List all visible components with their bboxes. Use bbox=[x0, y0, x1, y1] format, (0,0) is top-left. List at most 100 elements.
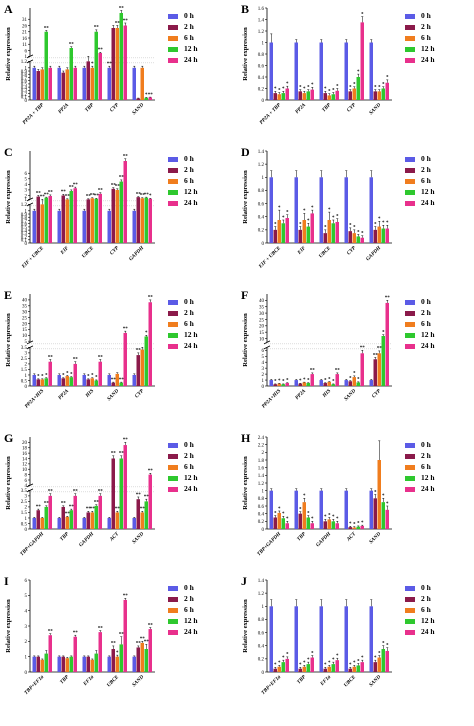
y-tick-label: 0.6 bbox=[258, 631, 265, 636]
significance-mark: * bbox=[324, 379, 327, 384]
bar bbox=[319, 42, 323, 100]
y-tick-label: 4 bbox=[25, 183, 28, 188]
significance-mark: ** bbox=[94, 26, 100, 31]
legend-swatch bbox=[168, 454, 178, 459]
x-tick-label: GAPDH bbox=[365, 244, 383, 262]
legend-label: 2 h bbox=[421, 22, 432, 31]
bar bbox=[310, 213, 314, 243]
bar bbox=[57, 374, 61, 386]
bar bbox=[36, 379, 40, 386]
legend-swatch bbox=[168, 586, 178, 591]
bar bbox=[381, 228, 385, 243]
y-tick-label: 0.4 bbox=[258, 645, 265, 650]
significance-mark: * bbox=[307, 379, 310, 384]
bar bbox=[69, 656, 73, 672]
significance-mark: * bbox=[386, 502, 389, 507]
bar bbox=[377, 353, 381, 386]
bar bbox=[369, 177, 373, 243]
bar bbox=[98, 361, 102, 386]
significance-mark: * bbox=[45, 374, 48, 379]
bar bbox=[90, 512, 94, 529]
bar bbox=[269, 606, 273, 672]
x-tick-label: PP2A + TBP bbox=[22, 102, 46, 126]
bar bbox=[82, 517, 86, 529]
bar bbox=[385, 650, 389, 672]
y-tick-label: 35 bbox=[259, 306, 265, 311]
significance-mark: * bbox=[382, 221, 385, 226]
significance-mark: * bbox=[374, 222, 377, 227]
bar bbox=[73, 363, 77, 386]
y-tick-label: 1 bbox=[262, 489, 265, 494]
bar bbox=[285, 383, 289, 386]
significance-mark: * bbox=[307, 511, 310, 516]
bar bbox=[98, 52, 102, 100]
bar bbox=[331, 94, 335, 100]
legend-label: 6 h bbox=[184, 462, 195, 471]
legend-label: 0 h bbox=[421, 440, 432, 449]
legend-label: 2 h bbox=[184, 22, 195, 31]
legend-swatch bbox=[168, 179, 178, 184]
bar bbox=[298, 91, 302, 100]
y-tick-label: 0.8 bbox=[258, 618, 265, 623]
y-tick-label: 1.2 bbox=[258, 30, 265, 35]
bar bbox=[294, 380, 298, 386]
y-tick-label: 0.8 bbox=[21, 73, 28, 78]
bar bbox=[302, 220, 306, 243]
panel-i: I Relative expression 0 1 2 3 4 5 6 ** TBP+EF1a ** T… bbox=[4, 574, 198, 696]
legend-label: 0 h bbox=[184, 583, 195, 592]
bar bbox=[148, 629, 152, 672]
legend-label: 6 h bbox=[184, 605, 195, 614]
bar bbox=[385, 228, 389, 243]
legend-label: 0 h bbox=[421, 154, 432, 163]
bar bbox=[319, 177, 323, 243]
significance-mark: * bbox=[353, 372, 356, 377]
y-tick-label: 6 bbox=[25, 479, 28, 484]
bar bbox=[69, 191, 73, 243]
bar bbox=[111, 27, 115, 101]
x-tick-label: CYP bbox=[346, 102, 358, 114]
significance-mark: * bbox=[299, 508, 302, 513]
y-tick-label: 5 bbox=[25, 178, 28, 183]
significance-mark: * bbox=[336, 517, 339, 522]
significance-mark: ** bbox=[98, 489, 104, 494]
legend-label: 12 h bbox=[421, 616, 435, 625]
y-axis-label: Relative expression bbox=[242, 313, 249, 367]
bar bbox=[44, 31, 48, 100]
x-tick-label: UBCE bbox=[343, 674, 358, 689]
bar bbox=[107, 210, 111, 243]
bar bbox=[277, 512, 281, 529]
significance-mark: * bbox=[357, 522, 360, 527]
significance-mark: ** bbox=[335, 369, 341, 374]
significance-mark: * bbox=[336, 214, 339, 219]
y-tick-label: 0 bbox=[25, 242, 28, 247]
panel-letter: H bbox=[241, 431, 251, 445]
significance-mark: * bbox=[382, 83, 385, 88]
bar bbox=[61, 656, 65, 672]
bar bbox=[61, 72, 65, 100]
x-tick-label: GAPDH bbox=[128, 244, 146, 262]
significance-mark: ** bbox=[148, 623, 154, 628]
y-axis-label: Relative expression bbox=[5, 27, 12, 81]
legend-swatch bbox=[168, 58, 178, 63]
bar bbox=[98, 193, 102, 243]
legend-swatch bbox=[168, 157, 178, 162]
y-tick-label: 0 bbox=[262, 528, 265, 533]
x-tick-label: PP2A + TBP bbox=[259, 102, 283, 126]
y-tick-label: 1.6 bbox=[258, 466, 265, 471]
bar bbox=[323, 521, 327, 529]
legend-swatch bbox=[168, 36, 178, 41]
bar bbox=[32, 656, 36, 672]
x-tick-label: SAND bbox=[131, 531, 145, 545]
y-tick-label: 6 bbox=[25, 579, 28, 584]
significance-mark: * bbox=[307, 85, 310, 90]
significance-mark: ** bbox=[90, 193, 96, 198]
y-tick-label: 8 bbox=[25, 473, 28, 478]
bar bbox=[32, 517, 36, 529]
significance-mark: ** bbox=[310, 369, 316, 374]
y-tick-label: 0.3 bbox=[21, 232, 28, 237]
legend-label: 0 h bbox=[184, 440, 195, 449]
significance-mark: * bbox=[382, 642, 385, 647]
y-tick-label: 0 bbox=[262, 99, 265, 104]
